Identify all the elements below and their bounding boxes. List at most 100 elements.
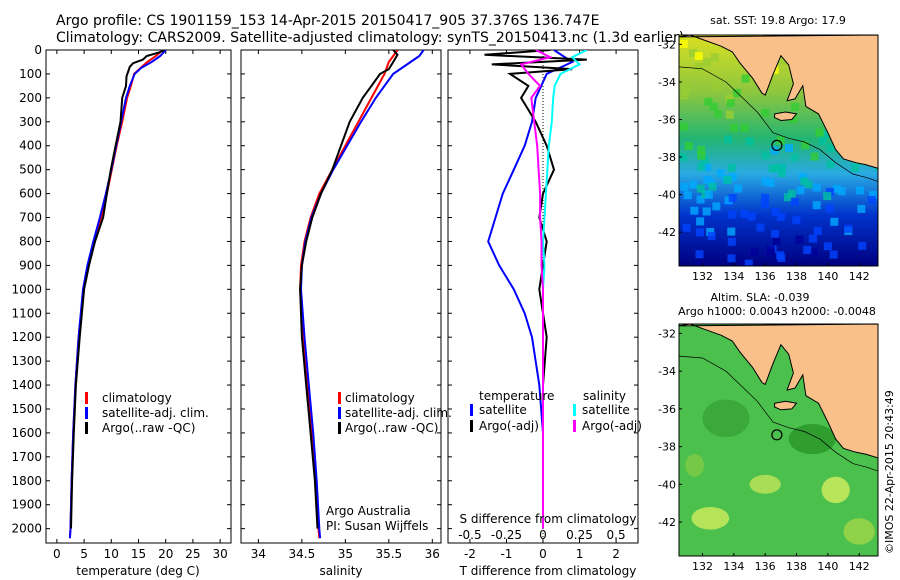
- sst-cell: [772, 164, 781, 173]
- sst-cell: [679, 122, 688, 131]
- sst-cell: [696, 184, 705, 193]
- sst-cell: [776, 136, 785, 145]
- isobath: [679, 66, 878, 182]
- map-y-tick-label: -38: [658, 441, 676, 454]
- temperature-legend: climatology satellite-adj. clim. Argo(..…: [85, 391, 209, 435]
- sst-cell: [804, 180, 813, 189]
- sst-cell: [709, 102, 718, 111]
- y-tick-label: 1300: [11, 354, 42, 368]
- sst-cell: [684, 141, 693, 150]
- legend-swatch-climatology: [338, 392, 341, 404]
- y-tick-label: 400: [19, 139, 42, 153]
- legend-label-s-satellite: satellite: [582, 403, 630, 417]
- difference-top-xlabel: S difference from climatology: [460, 512, 637, 526]
- header-line-2: Climatology: CARS2009. Satellite-adjuste…: [56, 30, 684, 46]
- sla-blob: [691, 506, 730, 530]
- sst-cell: [832, 184, 841, 193]
- y-tick-label: 300: [19, 115, 42, 129]
- land: [679, 35, 878, 169]
- sst-map: 132 134 136 138 140 142 -32 -34 -36 -38 -40 -42: [658, 34, 879, 283]
- map-y-tick-label: -34: [658, 76, 676, 89]
- island: [774, 111, 798, 122]
- sst-cell: [727, 227, 736, 236]
- sst-cell: [761, 151, 770, 160]
- map-x-tick-label: 134: [723, 270, 744, 283]
- map-y-tick-label: -34: [658, 365, 676, 378]
- sst-cell: [708, 182, 717, 191]
- sst-cell: [728, 210, 737, 219]
- sst-cell: [727, 254, 736, 263]
- y-tick-label: 1100: [11, 306, 42, 320]
- isobath: [679, 355, 878, 472]
- sst-cell: [739, 259, 748, 266]
- sst-cell: [728, 194, 737, 203]
- legend-label-argo: Argo(..raw -QC): [102, 421, 195, 435]
- sst-cell: [696, 217, 705, 226]
- sst-cell: [778, 56, 787, 65]
- map-y-tick-label: -38: [658, 151, 676, 164]
- sst-cell: [744, 259, 753, 266]
- sst-cell: [694, 52, 703, 61]
- sst-cell: [819, 136, 828, 145]
- map-y-tick-label: -40: [658, 478, 676, 491]
- legend-label-climatology: climatology: [345, 391, 415, 405]
- difference-salinity-legend: salinity satellite Argo(-adj): [573, 389, 642, 433]
- float-position-marker: [771, 429, 783, 441]
- sst-cell: [812, 183, 821, 192]
- sst-cell: [826, 144, 835, 153]
- series-line-0-2: [70, 50, 166, 529]
- sst-cell: [689, 180, 698, 189]
- sst-cell: [771, 207, 780, 216]
- legend-title-salinity: salinity: [583, 389, 626, 403]
- top-tick-label: 0: [539, 528, 547, 542]
- x-tick-label: 0: [53, 547, 61, 561]
- sst-cell: [695, 250, 704, 259]
- sst-map-title: sat. SST: 19.8 Argo: 17.9: [710, 14, 846, 27]
- legend-swatch-t-argo: [470, 420, 473, 432]
- sst-cell: [710, 53, 719, 62]
- x-tick-label: 2: [612, 547, 620, 561]
- map-x-tick-label: 140: [817, 560, 838, 573]
- sst-cell: [703, 163, 712, 172]
- y-tick-label: 800: [19, 234, 42, 248]
- x-tick-label: -1: [500, 547, 512, 561]
- x-tick-label: 15: [131, 547, 146, 561]
- sst-cell: [784, 193, 793, 202]
- sla-blob: [843, 518, 875, 545]
- top-tick-label: 0.25: [566, 528, 593, 542]
- legend-swatch-climatology: [85, 392, 88, 404]
- sst-cell: [792, 216, 801, 225]
- legend-title-temperature: temperature: [479, 389, 554, 403]
- y-tick-label: 700: [19, 211, 42, 225]
- map-frame: [678, 323, 879, 557]
- legend-swatch-s-argo: [573, 420, 576, 432]
- sst-cell: [810, 152, 819, 161]
- sst-cell: [750, 248, 759, 257]
- map-x-tick-label: 134: [723, 560, 744, 573]
- sst-cell: [766, 178, 775, 187]
- sst-cell: [713, 110, 722, 119]
- sst-cell: [825, 204, 834, 213]
- sst-cell: [855, 186, 864, 195]
- map-frame: [678, 34, 879, 267]
- sla-blob: [788, 423, 836, 455]
- sst-cell: [770, 146, 779, 155]
- sla-map-subtitle: Argo h1000: 0.0043 h2000: -0.0048: [678, 305, 876, 318]
- sst-cell: [777, 169, 786, 178]
- y-tick-label: 1700: [11, 450, 42, 464]
- legend-label-climatology: climatology: [102, 391, 172, 405]
- sst-cell: [707, 232, 716, 241]
- sst-cell: [683, 191, 692, 200]
- x-tick-label: 1: [576, 547, 584, 561]
- map-y-tick-label: -36: [658, 403, 676, 416]
- top-tick-label: -0.25: [491, 528, 522, 542]
- series-line-2-2: [541, 50, 588, 529]
- sst-cell: [815, 128, 824, 137]
- sla-blob: [749, 474, 781, 494]
- sst-cell: [745, 137, 754, 146]
- sst-cell: [679, 39, 688, 48]
- sst-cell: [813, 227, 822, 236]
- x-tick-label: 34.5: [289, 547, 316, 561]
- temperature-xlabel: temperature (deg C): [76, 564, 199, 578]
- sst-cell: [741, 74, 750, 83]
